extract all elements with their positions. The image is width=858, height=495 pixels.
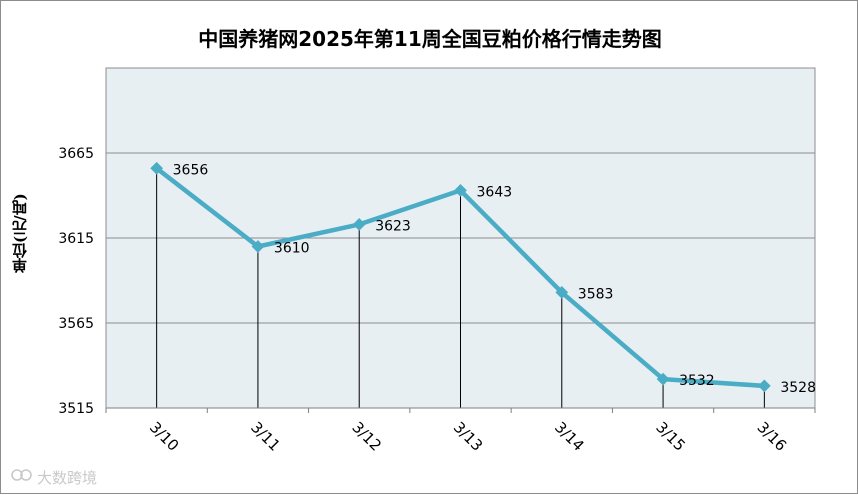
x-tick-label: 3/15 [652,418,689,455]
watermark-text: 大数跨境 [37,469,98,487]
data-label: 3656 [173,162,209,178]
data-label: 3623 [375,218,411,234]
x-tick-label: 3/13 [450,418,487,455]
data-point-marker [454,184,467,197]
y-tick-label: 3515 [58,401,94,417]
y-tick-label: 3665 [58,146,94,162]
x-axis-labels: 3/10 3/11 3/12 3/13 3/14 3/15 3/16 [146,418,790,455]
watermark: 大数跨境 [11,467,97,488]
data-point-marker [150,161,164,175]
data-label: 3610 [274,241,310,257]
data-label: 3528 [780,380,816,396]
drop-lines [156,168,765,408]
x-tick-label: 3/10 [146,418,183,455]
x-tick-label: 3/16 [754,418,791,455]
data-label: 3532 [679,373,715,389]
x-tick-label: 3/14 [551,418,588,455]
y-axis-ticks: 3515 3565 3615 3665 [58,146,94,417]
x-axis-ticks [105,408,816,413]
chart-title: 中国养猪网2025年第11周全国豆粕价格行情走势图 [198,27,662,51]
x-tick-label: 3/11 [247,418,284,455]
data-label: 3583 [578,286,614,302]
data-point-marker [352,218,366,231]
y-tick-label: 3565 [58,316,94,332]
y-tick-label: 3615 [58,231,94,247]
data-labels: 3656 3610 3623 3643 3583 3532 3528 [173,162,816,396]
x-tick-label: 3/12 [348,418,385,455]
data-label: 3643 [477,184,513,200]
watermark-logo-icon [11,469,33,486]
